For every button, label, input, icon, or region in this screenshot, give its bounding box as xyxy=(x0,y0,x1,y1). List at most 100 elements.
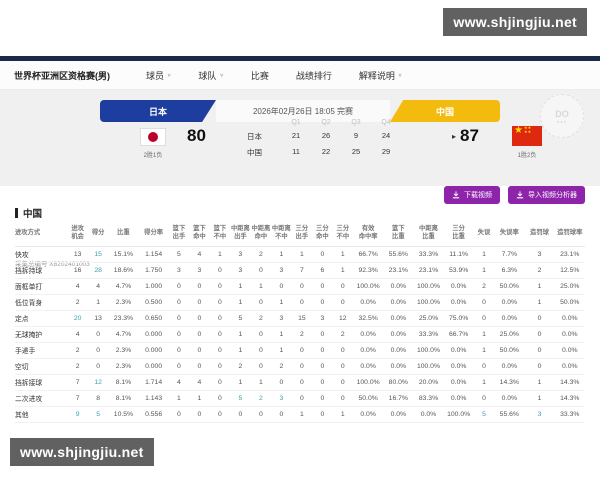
team-section-header: 中国 xyxy=(15,206,42,220)
stat-value: 0 xyxy=(332,294,354,311)
play-type-name: 挡拆接球 xyxy=(15,374,68,391)
stat-value: 2 xyxy=(67,294,88,311)
table-row: 挡拆接球 7 12 8.1% 1.714 4 4 0 1 1 0 0 0 0 100.0% 80.0% 20.0… xyxy=(15,374,585,391)
stat-value-link[interactable]: 20 xyxy=(67,310,88,327)
home-team-record: 2胜1负 xyxy=(143,153,163,159)
stat-value-link[interactable]: 2 xyxy=(250,390,272,407)
stat-value: 0 xyxy=(209,390,231,407)
stat-value: 10.5% xyxy=(108,406,139,423)
play-type-name: 定点 xyxy=(15,310,68,327)
stat-value: 0 xyxy=(473,390,495,407)
stat-value: 33.3% xyxy=(554,406,585,423)
stat-value: 1 xyxy=(87,294,109,311)
stat-value: 0 xyxy=(250,342,272,359)
stat-value: 1 xyxy=(473,374,495,391)
stat-value: 0 xyxy=(209,358,231,375)
stat-value-link[interactable]: 5 xyxy=(87,406,109,423)
stat-value: 14.3% xyxy=(554,390,585,407)
stat-value-link[interactable]: 5 xyxy=(230,390,251,407)
stat-value: 6 xyxy=(312,262,333,279)
stat-value: 0 xyxy=(524,310,555,327)
stats-column-header: 有效 命中率 xyxy=(353,221,384,247)
stats-column-header: 进攻方式 xyxy=(15,221,68,247)
stat-value: 0 xyxy=(473,310,495,327)
table-row: 无球掩护 4 0 4.7% 0.000 0 0 0 1 0 1 2 0 2 0.0% 0.0% 33.3% 66.… xyxy=(15,326,585,343)
stat-value: 3 xyxy=(312,310,333,327)
stat-value: 6.3% xyxy=(494,262,525,279)
stat-value: 2 xyxy=(250,310,272,327)
stat-value: 1 xyxy=(332,262,354,279)
stat-value: 0 xyxy=(473,358,495,375)
stats-column-header: 失误 xyxy=(473,221,495,247)
stat-value: 1 xyxy=(250,374,272,391)
stat-value: 32.5% xyxy=(353,310,384,327)
stat-value: 15 xyxy=(291,310,313,327)
stat-value-link[interactable]: 3 xyxy=(524,406,555,423)
stat-value: 66.7% xyxy=(353,246,384,263)
table-row: 其他 9 5 10.5% 0.556 0 0 0 0 0 0 1 0 1 0.0% 0.0% 0.0% 100.0… xyxy=(15,406,585,423)
stat-value: 3 xyxy=(271,262,292,279)
table-row: 二次进攻 7 8 8.1% 1.143 1 1 0 5 2 3 0 0 0 50.0% 16.7% 83.3% 0… xyxy=(15,390,585,407)
stat-value: 0 xyxy=(250,294,272,311)
site-watermark-bottom: www.shjingjiu.net xyxy=(10,438,154,466)
chevron-down-icon: ∨ xyxy=(167,73,172,78)
nav-item-4[interactable]: 解释说明 ∨ xyxy=(358,70,403,81)
stat-value: 50.0% xyxy=(494,278,525,295)
stats-column-header: 中距离 比重 xyxy=(413,221,444,247)
stat-value: 0 xyxy=(291,358,313,375)
away-team-banner[interactable]: 中国 xyxy=(390,100,500,122)
stat-value: 0 xyxy=(291,278,313,295)
stat-value-link[interactable]: 9 xyxy=(67,406,88,423)
home-team-banner[interactable]: 日本 xyxy=(100,100,216,122)
stat-value: 83.3% xyxy=(413,390,444,407)
stat-value: 33.3% xyxy=(413,326,444,343)
stat-value: 0 xyxy=(524,342,555,359)
stat-value: 0.0% xyxy=(383,278,414,295)
nav-item-3[interactable]: 战绩排行 xyxy=(295,70,332,81)
stat-value: 0 xyxy=(168,406,190,423)
stat-value: 2 xyxy=(271,358,292,375)
stat-value: 0 xyxy=(473,294,495,311)
stat-value: 0.000 xyxy=(138,358,169,375)
stat-value: 100.0% xyxy=(353,278,384,295)
stat-value: 4 xyxy=(189,246,210,263)
table-row: 定点 20 13 23.3% 0.650 0 0 0 5 2 3 15 3 12 32.5% 0.0% 25.0… xyxy=(15,310,585,327)
nav-item-2[interactable]: 比赛 xyxy=(250,70,269,81)
stat-value: 75.0% xyxy=(443,310,474,327)
stat-value: 0 xyxy=(271,278,292,295)
nav-item-1[interactable]: 球队 ∨ xyxy=(198,70,224,81)
stat-value-link[interactable]: 12 xyxy=(87,374,109,391)
play-type-name: 挡拆持球 xyxy=(15,262,68,279)
stats-column-header: 进攻 机会 xyxy=(67,221,88,247)
stat-value: 0 xyxy=(312,390,333,407)
stat-value-link[interactable]: 15 xyxy=(87,246,109,263)
stat-value: 55.6% xyxy=(494,406,525,423)
stat-value-link[interactable]: 5 xyxy=(473,406,495,423)
stat-value: 1 xyxy=(230,374,251,391)
stat-value: 0 xyxy=(250,326,272,343)
stat-value: 0 xyxy=(168,358,190,375)
stat-value: 14.3% xyxy=(494,374,525,391)
stat-value: 0 xyxy=(189,342,210,359)
stat-value: 0 xyxy=(332,390,354,407)
play-type-name: 低位背身 xyxy=(15,294,68,311)
download-video-button[interactable]: 下载视频 xyxy=(444,186,500,204)
stat-value: 1.000 xyxy=(138,278,169,295)
quarter-score: 25 xyxy=(351,147,361,156)
stat-value: 0 xyxy=(168,294,190,311)
stat-value: 0 xyxy=(209,310,231,327)
stat-value: 2 xyxy=(332,326,354,343)
stat-value: 0.0% xyxy=(554,358,585,375)
stats-column-header: 比重 xyxy=(108,221,139,247)
stat-value: 3 xyxy=(168,262,190,279)
quarter-team-label: 中国 xyxy=(247,148,262,157)
main-navigation: 世界杯亚洲区资格赛(男) 球员 ∨ 球队 ∨ 比赛 战绩排行 解释说明 ∨ xyxy=(0,61,600,90)
stat-value: 12 xyxy=(332,310,354,327)
stat-value: 2 xyxy=(67,342,88,359)
stat-value-link[interactable]: 3 xyxy=(271,390,292,407)
stat-value: 0.0% xyxy=(494,310,525,327)
nav-items: 球员 ∨ 球队 ∨ 比赛 战绩排行 解释说明 ∨ xyxy=(146,69,402,82)
nav-item-0[interactable]: 球员 ∨ xyxy=(146,70,172,81)
import-video-analyzer-button[interactable]: 导入视频分析器 xyxy=(508,186,585,204)
stat-value-link[interactable]: 28 xyxy=(87,262,109,279)
